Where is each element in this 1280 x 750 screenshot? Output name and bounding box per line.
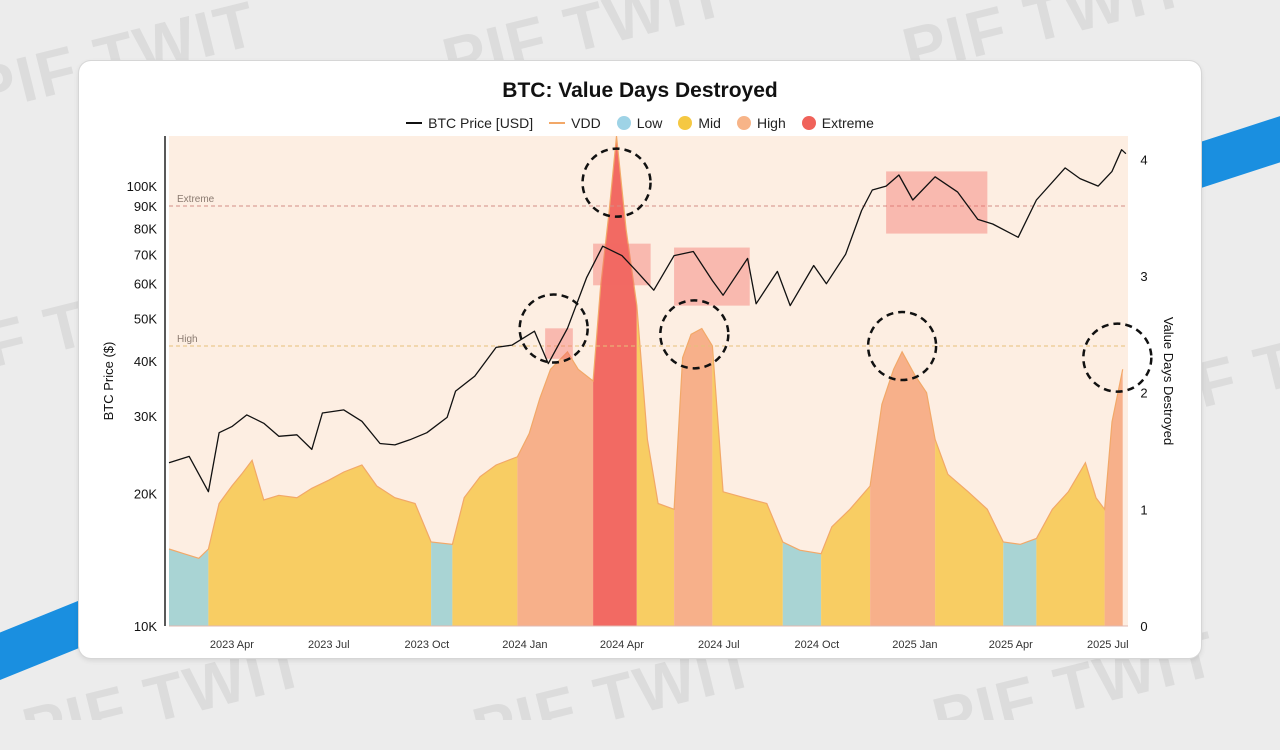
y-left-tick-label: 80K xyxy=(134,222,157,237)
vdd-area-mid xyxy=(452,456,518,626)
legend-swatch xyxy=(406,122,423,124)
vdd-area-mid xyxy=(208,460,432,626)
vdd-area-mid xyxy=(821,486,871,626)
x-tick-label: 2025 Apr xyxy=(989,639,1033,651)
vdd-area-high xyxy=(517,351,594,626)
vdd-area-mid xyxy=(712,346,783,626)
x-tick-label: 2024 Apr xyxy=(600,639,644,651)
legend-item[interactable]: VDD xyxy=(549,115,601,131)
legend-swatch xyxy=(801,116,816,130)
y-left-tick-label: 90K xyxy=(134,199,157,214)
chart-card: BTC: Value Days Destroyed BTC Price [USD… xyxy=(79,61,1201,658)
x-tick-label: 2025 Jan xyxy=(892,639,937,651)
legend-item[interactable]: Mid xyxy=(678,115,721,131)
vdd-area-low xyxy=(782,542,822,626)
vdd-area-high xyxy=(1104,369,1123,626)
legend-label: Extreme xyxy=(821,115,874,131)
y-right-tick-label: 4 xyxy=(1140,152,1147,167)
y-right-tick-label: 0 xyxy=(1140,619,1147,634)
peak-circle xyxy=(659,299,730,370)
x-tick-label: 2024 Oct xyxy=(795,639,840,651)
peak-circle xyxy=(518,293,589,364)
y-left-axis-title: BTC Price ($) xyxy=(101,342,116,421)
y-right-tick-label: 2 xyxy=(1140,386,1147,401)
legend-label: BTC Price [USD] xyxy=(428,115,534,131)
legend-item[interactable]: Extreme xyxy=(801,115,874,131)
vdd-area-low xyxy=(1003,538,1037,626)
legend-swatch xyxy=(616,116,631,130)
legend-swatch xyxy=(736,116,751,130)
y-right-tick-label: 1 xyxy=(1140,502,1147,517)
vdd-area-mid xyxy=(935,439,1004,626)
vdd-area-high xyxy=(674,328,713,626)
y-left-tick-label: 30K xyxy=(134,409,157,424)
x-tick-label: 2023 Apr xyxy=(210,639,254,651)
peak-circle xyxy=(1082,322,1153,393)
vdd-area-mid xyxy=(1036,462,1105,626)
y-left-tick-label: 60K xyxy=(134,277,157,292)
y-left-tick-label: 10K xyxy=(134,619,157,634)
legend-label: High xyxy=(756,115,786,131)
y-left-tick-label: 20K xyxy=(134,487,157,502)
highlight-box xyxy=(593,243,651,286)
legend-label: VDD xyxy=(571,115,601,131)
x-tick-label: 2023 Oct xyxy=(405,639,450,651)
x-tick-label: 2023 Jul xyxy=(308,639,350,651)
y-right-axis-title: Value Days Destroyed xyxy=(1161,317,1176,445)
x-tick-label: 2025 Jul xyxy=(1087,639,1129,651)
legend-swatch xyxy=(549,122,566,124)
vdd-area-low xyxy=(169,549,209,626)
threshold-label: High xyxy=(177,334,198,345)
y-left-tick-label: 50K xyxy=(134,312,157,327)
legend-item[interactable]: High xyxy=(736,115,786,131)
legend-item[interactable]: BTC Price [USD] xyxy=(406,115,533,131)
vdd-line xyxy=(168,135,1124,559)
vdd-area-mid xyxy=(636,305,675,626)
vdd-area-high xyxy=(870,351,936,626)
peak-circle xyxy=(581,147,652,218)
legend-label: Mid xyxy=(698,115,721,131)
btc-price-line xyxy=(168,149,1127,493)
highlight-box xyxy=(674,247,750,306)
chart-canvas: ExtremeHigh10K20K30K40K50K60K70K80K90K10… xyxy=(101,135,1176,651)
chart-legend: BTC Price [USD] VDD Low Mid High Extreme xyxy=(79,115,1201,131)
x-tick-label: 2024 Jul xyxy=(698,639,740,651)
peak-circle xyxy=(866,310,938,382)
y-left-tick-label: 100K xyxy=(127,179,158,194)
vdd-area-low xyxy=(431,542,453,626)
y-right-tick-label: 3 xyxy=(1140,269,1147,284)
y-left-tick-label: 40K xyxy=(134,354,157,369)
legend-label: Low xyxy=(636,115,663,131)
legend-swatch xyxy=(678,116,693,130)
legend-item[interactable]: Low xyxy=(616,115,663,131)
y-left-tick-label: 70K xyxy=(134,247,157,262)
chart-title: BTC: Value Days Destroyed xyxy=(502,79,778,102)
highlight-box xyxy=(886,171,988,234)
threshold-label: Extreme xyxy=(177,194,215,205)
x-tick-label: 2024 Jan xyxy=(502,639,547,651)
